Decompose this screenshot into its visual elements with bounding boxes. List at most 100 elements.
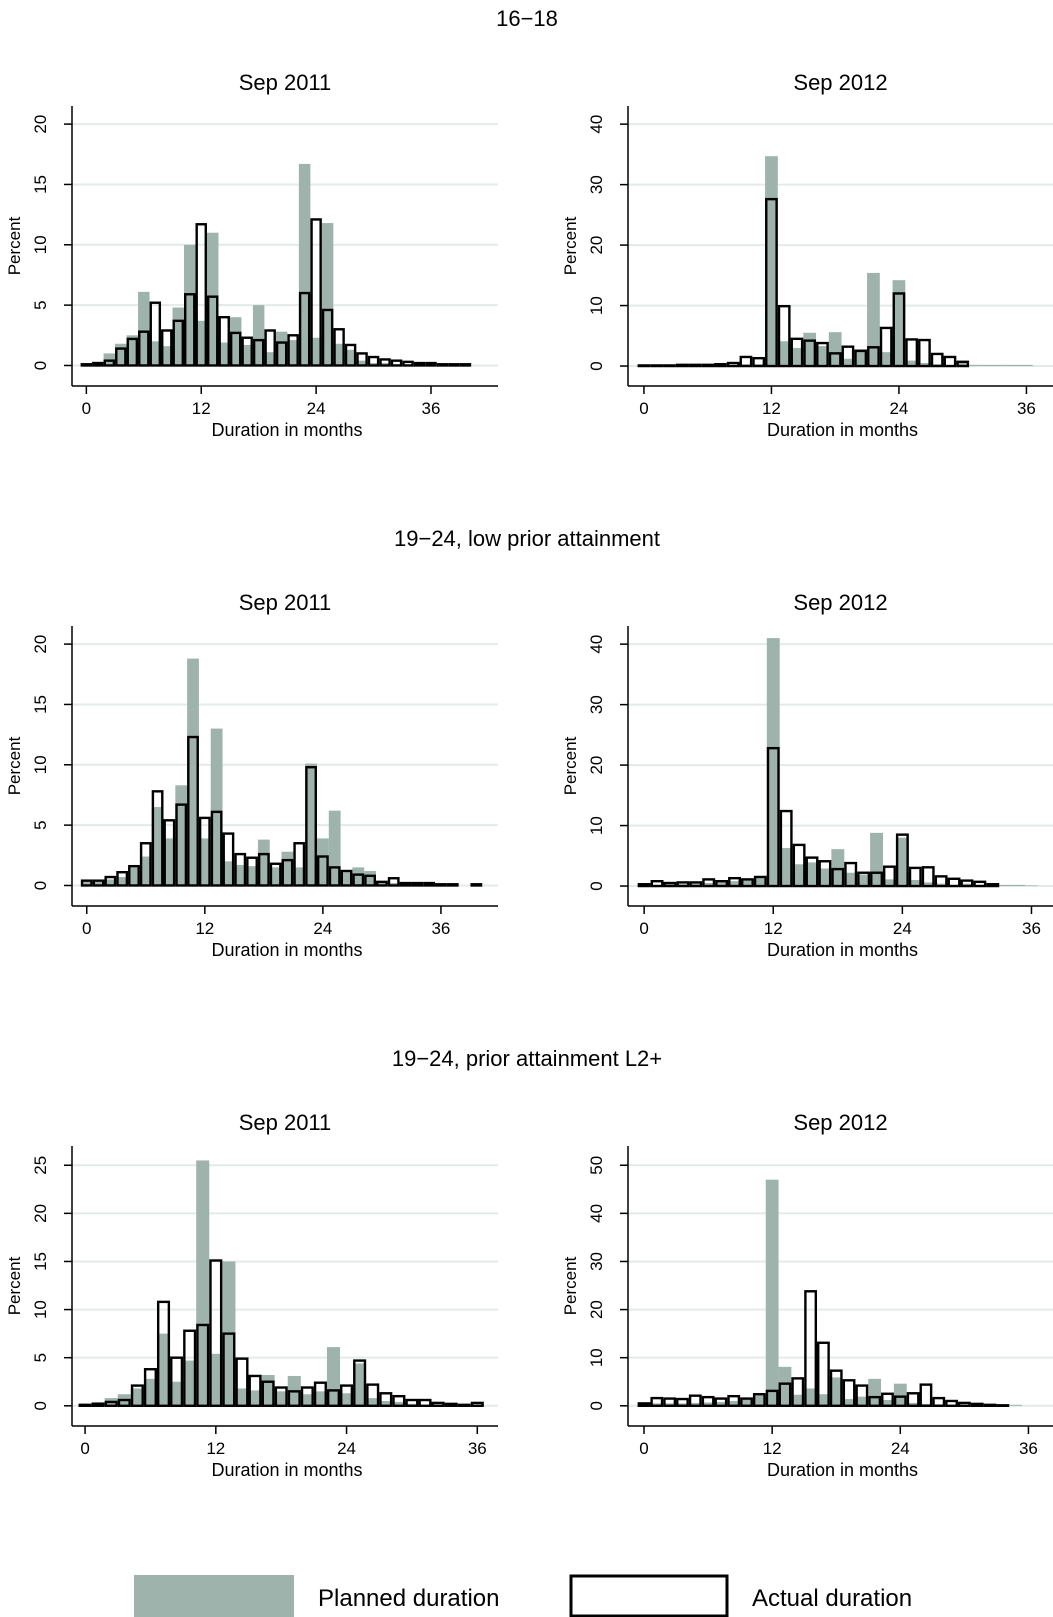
bar-planned bbox=[956, 362, 970, 367]
x-axis-label: Duration in months bbox=[211, 420, 362, 440]
bar-actual bbox=[92, 879, 105, 887]
bar-planned bbox=[765, 1179, 779, 1406]
bar-actual bbox=[868, 1395, 882, 1407]
bar-actual bbox=[218, 316, 230, 367]
bar-actual bbox=[287, 334, 299, 367]
bar-actual bbox=[274, 1386, 288, 1407]
bar-actual bbox=[777, 304, 791, 368]
y-tick-label: 40 bbox=[587, 1204, 606, 1223]
bar-planned bbox=[854, 349, 868, 367]
chart-title: Sep 2012 bbox=[793, 1110, 887, 1135]
chart-title: Sep 2012 bbox=[793, 590, 887, 615]
bar-planned bbox=[104, 879, 117, 886]
bar-actual bbox=[701, 363, 715, 368]
bar-planned bbox=[829, 1377, 843, 1406]
bar-planned bbox=[727, 1400, 741, 1406]
bar-actual bbox=[376, 880, 388, 887]
bar-planned bbox=[130, 1388, 144, 1406]
y-tick-label: 0 bbox=[31, 1401, 50, 1410]
bar-actual bbox=[444, 1402, 458, 1407]
x-tick-label: 36 bbox=[1022, 919, 1041, 938]
y-axis-label: Percent bbox=[5, 1256, 24, 1315]
bar-actual bbox=[676, 1397, 689, 1407]
x-tick-label: 12 bbox=[192, 399, 211, 418]
bar-actual bbox=[313, 1381, 327, 1407]
bar-planned bbox=[275, 331, 288, 366]
bar-actual bbox=[293, 842, 306, 887]
bar-planned bbox=[828, 332, 842, 367]
x-axis-label: Duration in months bbox=[767, 940, 918, 960]
bar-actual bbox=[298, 291, 311, 367]
bar-planned bbox=[126, 335, 139, 366]
bar-actual bbox=[714, 1397, 728, 1407]
bar-actual bbox=[261, 1380, 275, 1407]
bar-planned bbox=[934, 883, 948, 887]
bar-planned bbox=[321, 223, 334, 366]
bar-actual bbox=[92, 361, 104, 367]
bar-actual bbox=[906, 1392, 920, 1407]
y-tick-label: 10 bbox=[587, 296, 606, 315]
bar-actual bbox=[264, 329, 276, 367]
bar-planned bbox=[650, 1403, 664, 1406]
bar-actual bbox=[689, 881, 703, 888]
bar-planned bbox=[92, 881, 105, 886]
bar-planned bbox=[139, 856, 152, 886]
bar-planned bbox=[676, 1403, 689, 1406]
y-tick-label: 0 bbox=[31, 881, 50, 890]
bar-planned bbox=[752, 1395, 766, 1406]
bar-planned bbox=[115, 343, 127, 366]
bar-actual bbox=[930, 352, 944, 368]
bar-actual bbox=[663, 364, 676, 368]
bar-actual bbox=[246, 856, 258, 887]
y-tick-label: 20 bbox=[587, 1300, 606, 1319]
bar-actual bbox=[281, 858, 294, 887]
bar-actual bbox=[816, 341, 829, 368]
y-tick-label: 0 bbox=[31, 361, 50, 370]
bar-actual bbox=[91, 1402, 105, 1407]
bar-actual bbox=[828, 352, 842, 368]
bar-actual bbox=[792, 843, 806, 888]
bar-actual bbox=[932, 1396, 946, 1407]
bar-planned bbox=[805, 862, 819, 887]
bar-actual bbox=[139, 842, 152, 887]
bar-actual bbox=[269, 862, 282, 887]
x-tick-label: 36 bbox=[431, 919, 450, 938]
bar-actual bbox=[921, 866, 935, 888]
bar-planned bbox=[753, 876, 767, 887]
bar-planned bbox=[879, 352, 893, 367]
y-axis-label: Percent bbox=[561, 216, 580, 275]
bar-planned bbox=[310, 337, 322, 366]
bar-actual bbox=[310, 218, 322, 367]
bar-actual bbox=[436, 363, 449, 367]
bar-planned bbox=[229, 317, 242, 366]
bar-planned bbox=[1009, 1404, 1023, 1406]
bar-actual bbox=[353, 1359, 367, 1407]
bar-planned bbox=[187, 658, 199, 886]
bar-actual bbox=[234, 852, 247, 887]
bar-actual bbox=[209, 1259, 223, 1407]
bar-planned bbox=[857, 874, 871, 887]
bar-planned bbox=[689, 883, 703, 887]
bar-planned bbox=[300, 1394, 314, 1406]
y-tick-label: 10 bbox=[31, 235, 50, 254]
bar-planned bbox=[234, 864, 247, 886]
bar-actual bbox=[418, 1398, 432, 1407]
bar-actual bbox=[103, 359, 116, 367]
bar-actual bbox=[170, 1356, 184, 1407]
y-tick-label: 30 bbox=[587, 175, 606, 194]
bar-actual bbox=[379, 1392, 393, 1407]
bar-actual bbox=[842, 1379, 856, 1407]
x-tick-label: 0 bbox=[82, 919, 91, 938]
bar-actual bbox=[818, 860, 832, 888]
bar-actual bbox=[663, 881, 677, 888]
bar-actual bbox=[161, 329, 173, 367]
group-title: 19−24, prior attainment L2+ bbox=[392, 1046, 662, 1071]
bar-planned bbox=[103, 353, 116, 366]
bar-planned bbox=[701, 1402, 715, 1406]
bar-actual bbox=[905, 338, 919, 368]
bar-actual bbox=[333, 328, 345, 367]
y-tick-label: 5 bbox=[31, 820, 50, 829]
bar-actual bbox=[257, 852, 270, 887]
bar-actual bbox=[983, 1403, 997, 1407]
bar-planned bbox=[817, 1394, 830, 1406]
